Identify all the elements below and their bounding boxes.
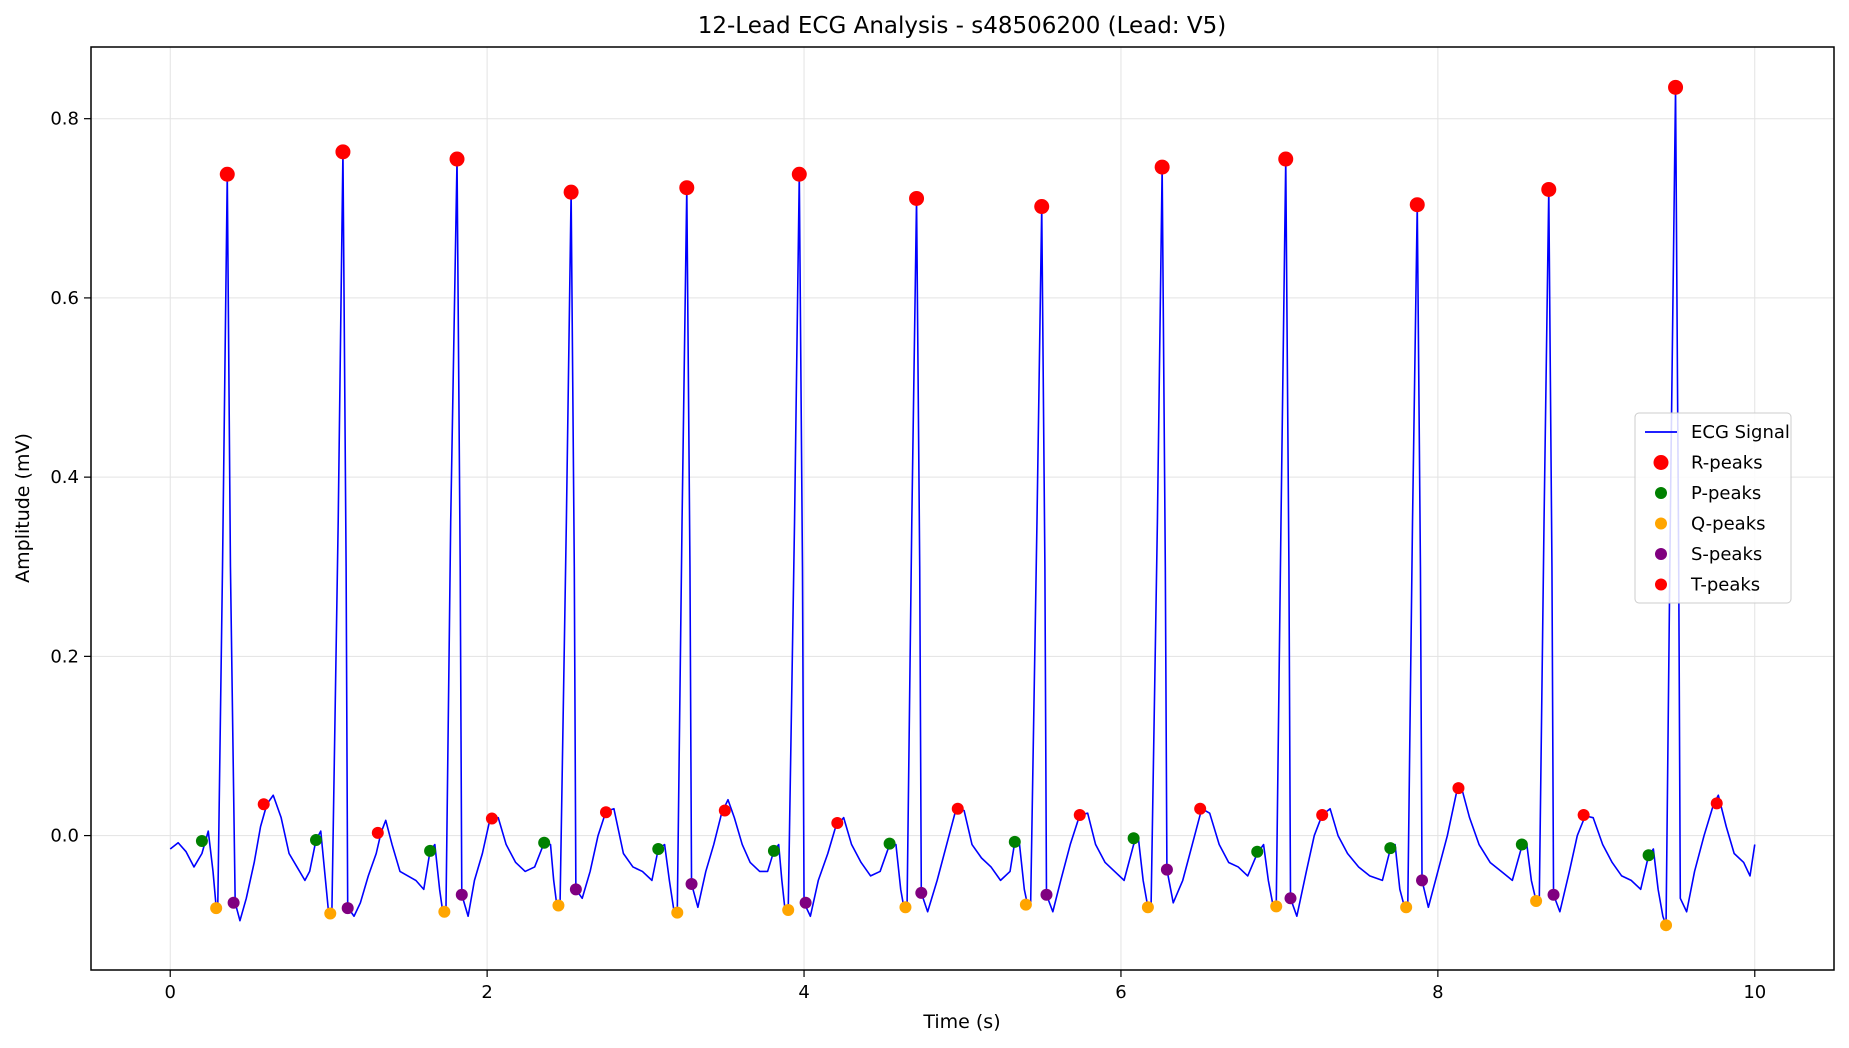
- q-peak-marker: [1530, 895, 1543, 907]
- q-peak-marker: [552, 899, 565, 912]
- q-peak-marker: [1660, 919, 1673, 932]
- legend-box: [1634, 412, 1792, 604]
- r-peak-marker: [791, 166, 807, 182]
- y-tick-label: 0.2: [50, 646, 79, 667]
- s-peak-marker: [1547, 888, 1560, 901]
- q-peak-marker: [1270, 900, 1283, 913]
- legend: ECG Signal R-peaks P-peaks Q-peaks S-peaks T-…: [1634, 412, 1792, 604]
- t-peak-marker: [831, 817, 844, 830]
- legend-label-ecg-signal: ECG Signal: [1691, 422, 1790, 443]
- y-tick-label: 0.0: [50, 826, 79, 847]
- t-peak-marker: [599, 806, 612, 819]
- s-peak-marker: [227, 896, 240, 909]
- p-peak-marker: [1515, 838, 1528, 851]
- legend-swatch-r: [1653, 455, 1669, 470]
- p-peak-marker: [195, 834, 208, 847]
- ecg-signal-line: [169, 86, 1756, 926]
- p-peak-marker: [538, 836, 551, 849]
- x-tick-label: 4: [798, 982, 809, 1003]
- p-peak-marker: [310, 834, 323, 847]
- t-peak-marker: [485, 812, 498, 825]
- legend-label-p: P-peaks: [1691, 483, 1761, 504]
- y-tick-label: 0.4: [50, 467, 79, 488]
- plot-area: [169, 79, 1756, 932]
- t-peak-marker: [1316, 808, 1329, 821]
- x-tick-label: 0: [165, 982, 176, 1003]
- p-peak-marker: [883, 837, 896, 850]
- t-peak-marker: [1452, 782, 1465, 795]
- grid: [91, 47, 1834, 970]
- q-peak-marker: [1019, 898, 1032, 911]
- s-peak-marker: [341, 902, 354, 915]
- q-peak-marker: [210, 902, 223, 915]
- q-peak-marker: [1400, 901, 1413, 914]
- x-tick-label: 6: [1115, 982, 1126, 1003]
- legend-label-q: Q-peaks: [1691, 514, 1766, 535]
- t-peak-marker: [1710, 797, 1723, 810]
- r-peak-marker: [1278, 151, 1294, 167]
- x-axis-label: Time (s): [922, 1011, 1000, 1033]
- p-peak-marker: [1384, 842, 1397, 855]
- t-peak-marker: [1194, 802, 1207, 815]
- q-peak-marker: [782, 903, 795, 916]
- r-peak-marker: [679, 180, 695, 196]
- legend-swatch-t: [1655, 578, 1667, 591]
- x-tick-label: 10: [1743, 982, 1766, 1003]
- s-peak-marker: [799, 896, 812, 909]
- r-peak-marker: [1541, 181, 1557, 197]
- plot-frame: [90, 46, 1835, 971]
- y-axis-ticks: 0.0 0.2 0.4 0.6 0.8: [50, 109, 91, 847]
- r-peak-marker: [1409, 197, 1425, 213]
- p-peak-marker: [652, 843, 665, 856]
- s-peak-marker: [569, 883, 582, 896]
- x-tick-label: 2: [481, 982, 492, 1003]
- x-axis-ticks: 0 2 4 6 8 10: [165, 970, 1766, 1003]
- p-peak-marker: [1008, 835, 1021, 848]
- r-peak-marker: [909, 190, 925, 206]
- r-peak-marker: [1668, 79, 1684, 95]
- t-peak-marker: [1577, 808, 1590, 821]
- q-peak-marker: [438, 905, 451, 918]
- s-peak-marker: [915, 886, 928, 899]
- t-peak-marker: [718, 804, 731, 817]
- r-peak-marker: [335, 144, 351, 160]
- p-peak-marker: [1251, 845, 1264, 858]
- x-tick-label: 8: [1432, 982, 1443, 1003]
- q-peak-marker: [1141, 901, 1154, 914]
- p-peak-marker: [767, 844, 780, 857]
- legend-swatch-s: [1655, 548, 1667, 560]
- r-peak-marker: [219, 166, 235, 182]
- legend-swatch-q: [1655, 517, 1667, 530]
- p-peak-marker: [1642, 849, 1655, 862]
- legend-swatch-p: [1655, 487, 1667, 499]
- q-peak-marker: [671, 906, 684, 919]
- r-peak-marker: [449, 151, 465, 167]
- s-peak-marker: [1040, 888, 1053, 901]
- t-peak-marker: [371, 826, 384, 839]
- legend-label-r: R-peaks: [1691, 453, 1763, 474]
- r-peak-marker: [1154, 159, 1170, 175]
- p-peak-marker: [1127, 832, 1140, 845]
- q-peak-marker: [324, 907, 337, 920]
- s-peak-marker: [685, 877, 698, 890]
- t-peak-marker: [257, 798, 270, 811]
- r-peak-marker: [1034, 199, 1050, 215]
- t-peak-marker: [1073, 808, 1086, 821]
- p-peak-marker: [424, 844, 437, 857]
- q-peak-marker: [899, 901, 912, 914]
- chart-title: 12-Lead ECG Analysis - s48506200 (Lead: …: [698, 13, 1227, 39]
- s-peak-marker: [1284, 892, 1297, 905]
- y-tick-label: 0.6: [50, 288, 79, 309]
- t-peak-marker: [951, 802, 964, 815]
- r-peak-marker: [563, 184, 579, 200]
- legend-label-t: T-peaks: [1690, 575, 1760, 596]
- y-tick-label: 0.8: [50, 109, 79, 130]
- s-peak-marker: [455, 888, 468, 901]
- legend-label-s: S-peaks: [1691, 544, 1762, 565]
- y-axis-label: Amplitude (mV): [12, 433, 34, 583]
- s-peak-marker: [1416, 874, 1429, 887]
- s-peak-marker: [1160, 863, 1173, 876]
